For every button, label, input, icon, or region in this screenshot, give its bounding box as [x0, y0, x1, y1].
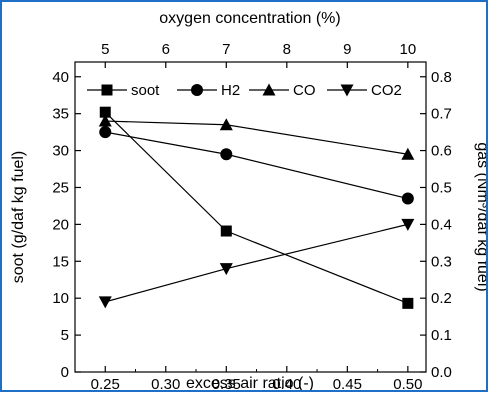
x-tick-label: 0.30: [151, 376, 180, 390]
x-tick-label: 0.25: [91, 376, 120, 390]
left-tick-label: 5: [61, 327, 69, 344]
series-line-co2: [105, 223, 408, 303]
x-axis-title: excess air ratio (-): [186, 375, 314, 390]
data-point-co2: [219, 263, 233, 276]
data-point-co2: [98, 296, 112, 309]
legend-marker-h2: [191, 84, 203, 96]
legend-label-co: CO: [293, 82, 316, 99]
top-tick-label: 7: [222, 41, 230, 58]
left-tick-label: 15: [52, 253, 69, 270]
right-tick-label: 0.8: [431, 69, 452, 86]
right-tick-label: 0.5: [431, 179, 452, 196]
chart: 0.25 0.30 0.35 0.40 0.45 0.50 5 6 7 8 9 10 0 5 10 15 20 2…: [10, 10, 488, 393]
data-point-co: [219, 118, 233, 131]
x-tick-label: 0.35: [212, 376, 241, 390]
data-point-co: [98, 114, 112, 127]
data-point-soot: [402, 297, 414, 309]
data-point-h2: [401, 192, 414, 205]
legend-marker-soot: [101, 84, 113, 96]
top-tick-label: 8: [283, 41, 291, 58]
right-tick-label: 0.2: [431, 290, 452, 307]
left-tick-label: 35: [52, 106, 69, 123]
left-tick-label: 30: [52, 143, 69, 160]
legend-marker-co2: [340, 84, 354, 97]
legend-label-soot: soot: [131, 82, 160, 99]
right-tick-label: 0.1: [431, 327, 452, 344]
legend-label-co2: CO2: [371, 82, 402, 99]
right-tick-label: 0.0: [431, 364, 452, 381]
data-point-co: [401, 147, 415, 160]
data-point-h2: [99, 126, 112, 139]
legend-label-h2: H2: [221, 82, 240, 99]
right-tick-label: 0.4: [431, 216, 452, 233]
top-tick-label: 6: [162, 41, 170, 58]
top-tick-label: 10: [400, 41, 417, 58]
right-tick-label: 0.6: [431, 143, 452, 160]
data-point-soot: [220, 225, 232, 237]
x-tick-label: 0.50: [393, 376, 422, 390]
left-tick-label: 40: [52, 69, 69, 86]
series-line-h2: [105, 131, 408, 200]
legend-marker-co: [262, 83, 276, 96]
x-tick-label: 0.45: [333, 376, 362, 390]
data-point-co2: [401, 218, 415, 231]
data-point-soot: [99, 106, 111, 118]
top-axis-title: oxygen concentration (%): [159, 10, 340, 27]
left-tick-label: 10: [52, 290, 69, 307]
data-point-h2: [220, 148, 233, 161]
left-axis-title: soot (g/daf kg fuel): [10, 151, 27, 284]
left-tick-label: 25: [52, 179, 69, 196]
left-tick-label: 0: [61, 364, 69, 381]
top-tick-label: 5: [101, 41, 109, 58]
left-tick-label: 20: [52, 216, 69, 233]
top-tick-label: 9: [343, 41, 351, 58]
plot-area: [74, 61, 427, 373]
x-tick-label: 0.40: [272, 376, 301, 390]
right-tick-label: 0.3: [431, 253, 452, 270]
right-tick-label: 0.7: [431, 106, 452, 123]
series-line-co: [105, 120, 408, 155]
right-axis-title: gas (Nm³/daf kg fuel): [474, 142, 486, 291]
